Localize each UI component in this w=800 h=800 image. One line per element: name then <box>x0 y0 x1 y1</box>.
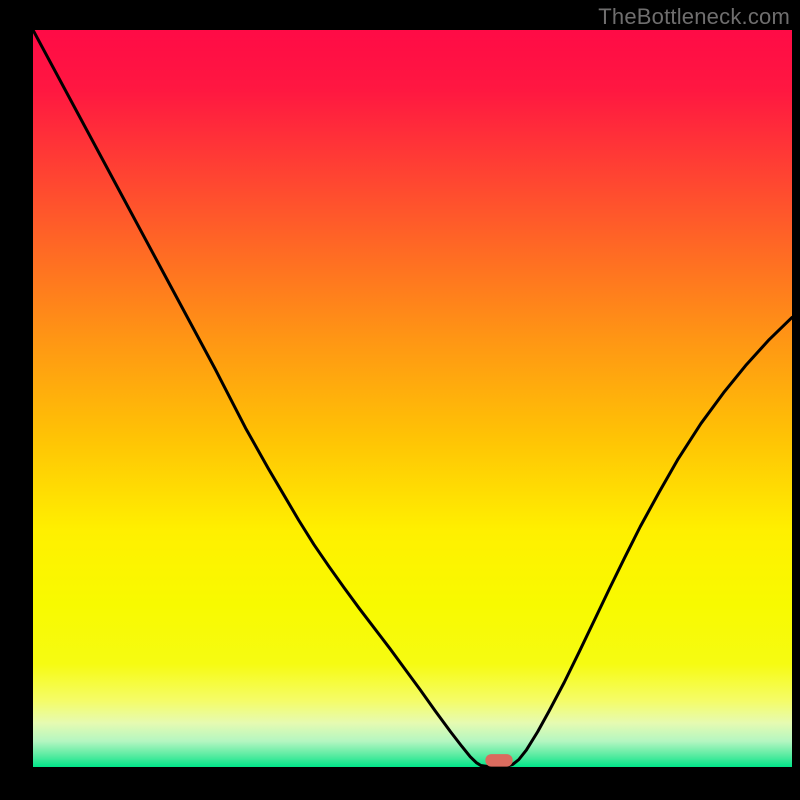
chart-container: TheBottleneck.com <box>0 0 800 800</box>
plot-background-gradient <box>33 30 792 767</box>
watermark-text: TheBottleneck.com <box>598 4 790 30</box>
optimal-point-marker <box>485 754 512 767</box>
bottleneck-chart <box>0 0 800 800</box>
